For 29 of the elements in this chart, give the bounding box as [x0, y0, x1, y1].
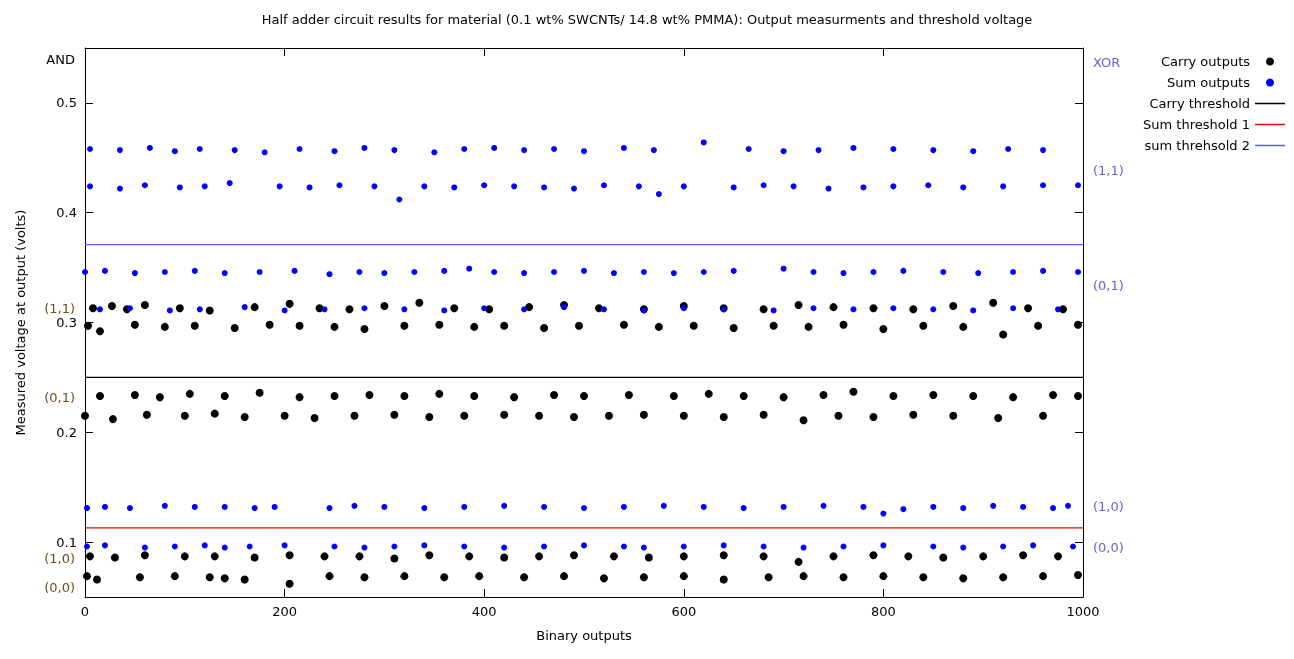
text: XOR: [1093, 54, 1121, 70]
x-tick-label: 800: [870, 604, 896, 619]
text: (0,1): [44, 389, 75, 405]
legend-label: Sum threshold 1: [1143, 117, 1250, 132]
y-tick-label: 0.5: [56, 95, 77, 111]
text: (0,1): [1093, 277, 1124, 293]
legend-label: Carry threshold: [1149, 96, 1250, 111]
y-tick-label: 0.1: [56, 534, 77, 550]
text: (0,0): [44, 579, 75, 595]
text: (1,0): [44, 550, 75, 566]
x-tick-label: 200: [272, 604, 298, 619]
legend-label: sum threhsold 2: [1144, 138, 1250, 153]
y-tick-label: 0.2: [56, 424, 77, 440]
y-axis-title: Measured voltage at output (volts): [13, 209, 28, 436]
text: (1,1): [1093, 162, 1124, 178]
x-axis-title: Binary outputs: [536, 628, 632, 643]
x-tick-label: 0: [80, 604, 90, 619]
legend-label: Sum outputs: [1167, 75, 1251, 90]
x-tick-label: 400: [471, 604, 497, 619]
text: (1,0): [1093, 498, 1124, 514]
chart-title: Half adder circuit results for material (0.1 wt% SWCNTs/ 14.8 wt% PMMA): Output measurments and threshold voltage: [261, 12, 1033, 27]
x-tick-label: 1000: [1066, 604, 1100, 619]
y-tick-label: 0.3: [56, 315, 77, 330]
legend-label: Carry outputs: [1161, 54, 1251, 69]
text: AND: [46, 51, 75, 67]
text: (1,1): [44, 300, 75, 316]
y-tick-label: 0.4: [56, 205, 77, 221]
text: (0,0): [1093, 539, 1124, 555]
x-tick-label: 600: [671, 604, 697, 619]
